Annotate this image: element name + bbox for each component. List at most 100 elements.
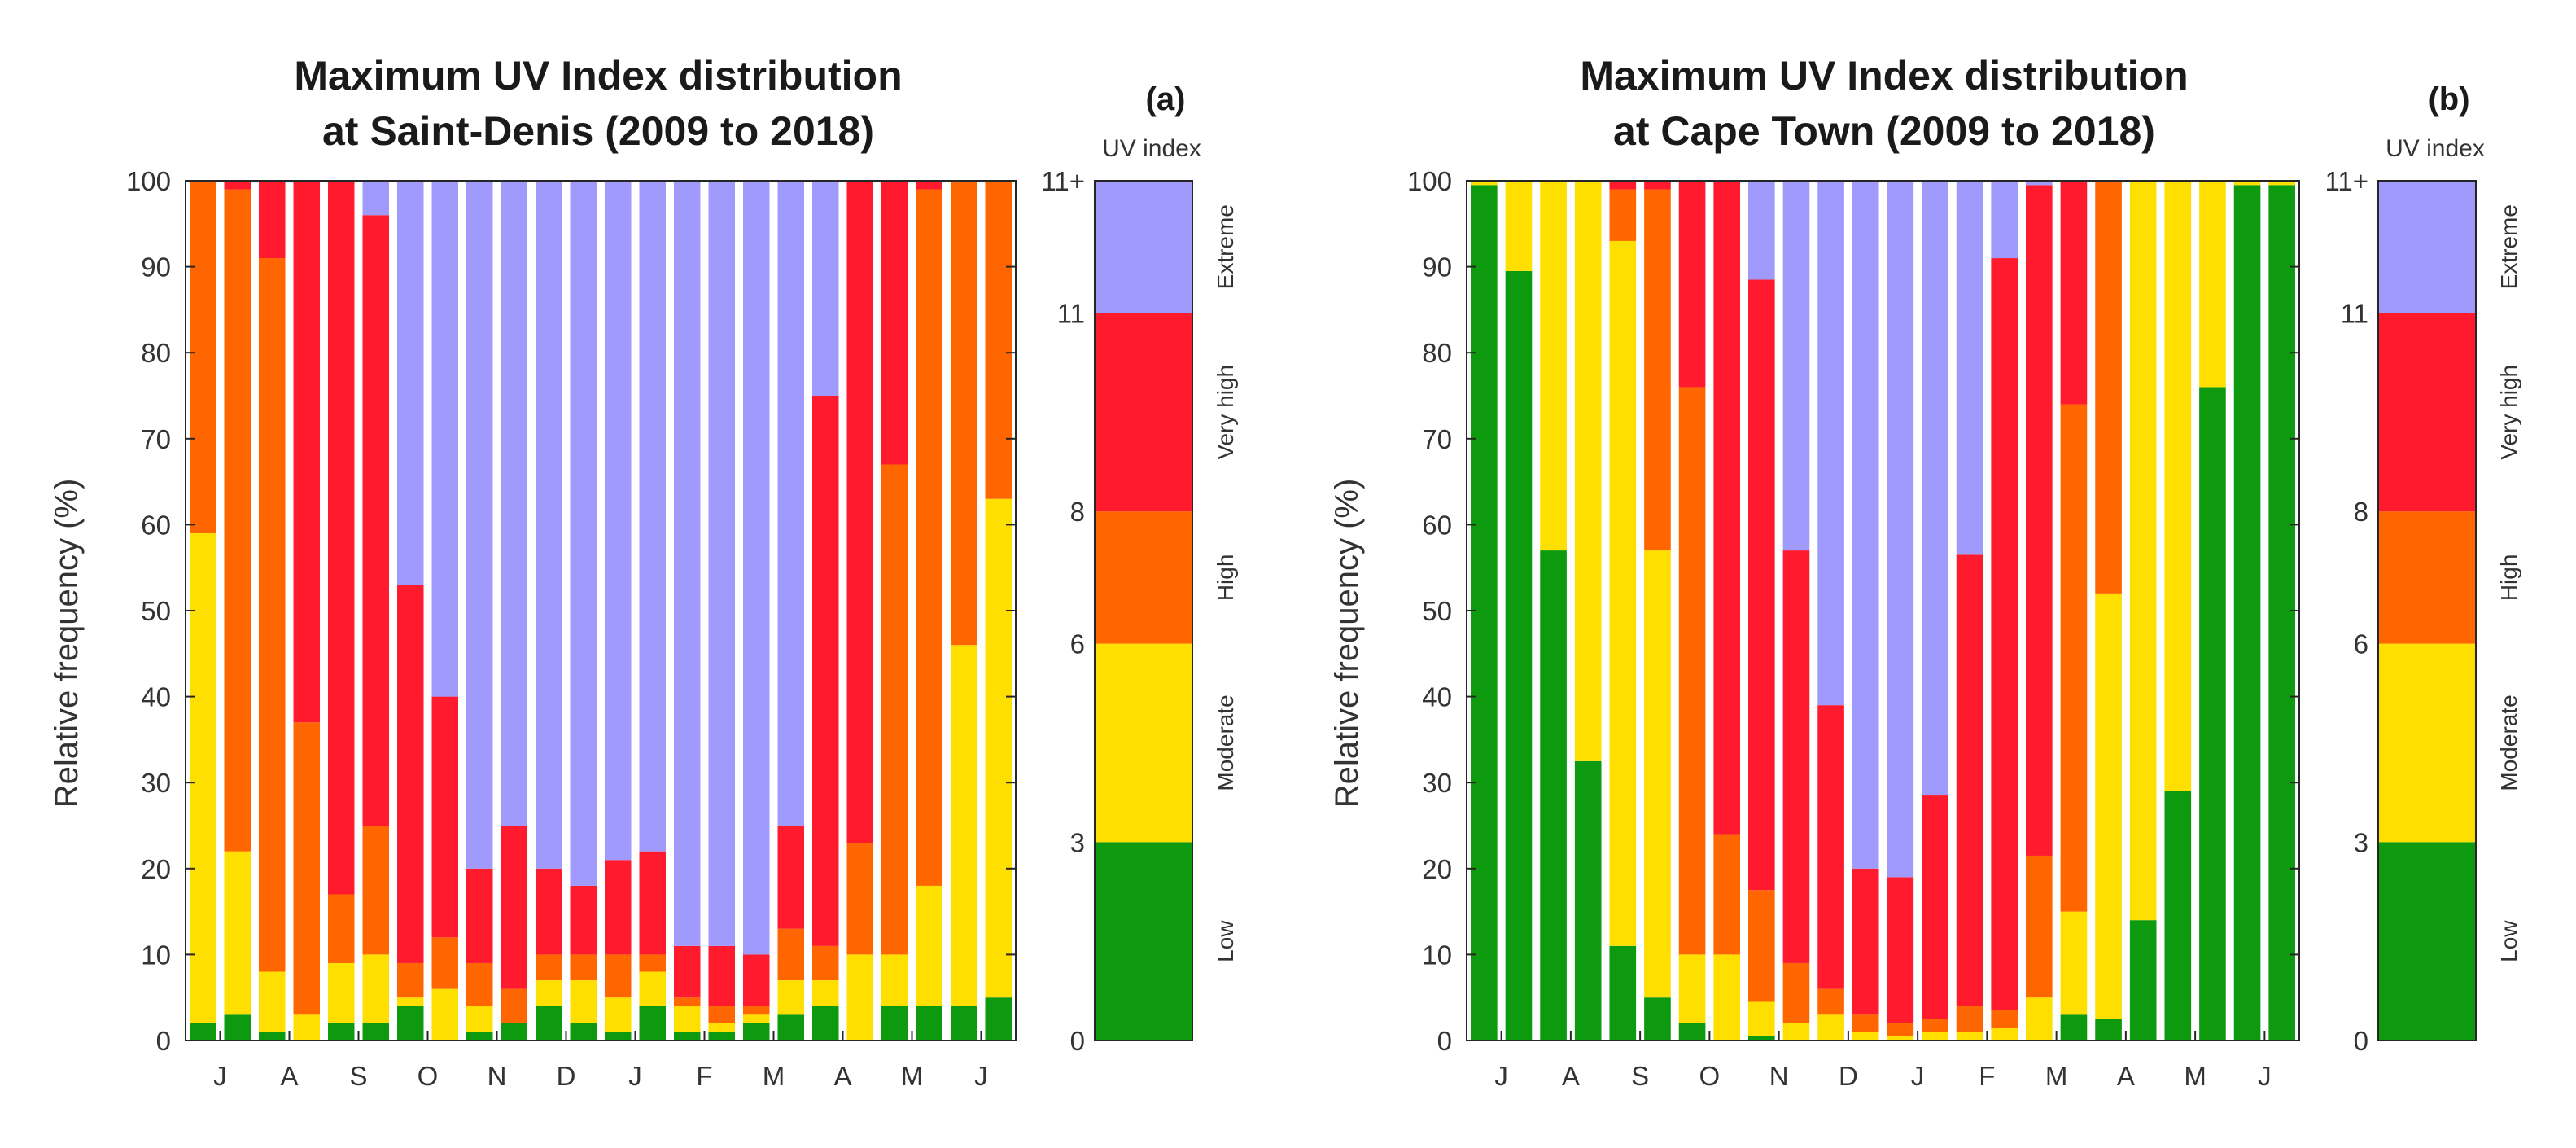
bar-segment-high bbox=[1678, 387, 1706, 955]
bar-segment-moderate bbox=[1782, 1023, 1810, 1041]
bar-segment-high bbox=[985, 181, 1012, 499]
bar-segment-moderate bbox=[1922, 1032, 1948, 1041]
bar-segment-low bbox=[362, 1023, 389, 1041]
bar-segment-extreme bbox=[536, 181, 562, 869]
bar-segment-low bbox=[881, 1006, 908, 1041]
bar-segment-moderate bbox=[2164, 181, 2192, 791]
bar-segment-high bbox=[1609, 189, 1637, 241]
bar-14 bbox=[1922, 181, 1948, 1041]
colorbar-tick-label: 8 bbox=[2354, 497, 2368, 527]
bar-segment-extreme bbox=[605, 181, 632, 861]
colorbar-tick-label: 3 bbox=[2354, 827, 2368, 857]
colorbar-tick-label: 11+ bbox=[2325, 166, 2368, 196]
bar-segment-high bbox=[293, 722, 320, 1015]
colorbar-tick-label: 0 bbox=[1070, 1026, 1085, 1056]
x-tick-label: J bbox=[1494, 1061, 1508, 1091]
x-tick-label: J bbox=[974, 1061, 988, 1091]
bar-segment-high bbox=[1852, 1014, 1879, 1032]
bar-segment-very-high bbox=[708, 945, 735, 1006]
bar-segment-extreme bbox=[1991, 181, 2018, 259]
bar-segment-moderate bbox=[708, 1023, 735, 1032]
bar-23 bbox=[951, 181, 977, 1041]
bar-9 bbox=[1748, 181, 1775, 1041]
bar-11 bbox=[536, 181, 562, 1041]
y-tick-label: 100 bbox=[1407, 166, 1452, 196]
bar-segment-high bbox=[1713, 834, 1741, 955]
bar-segment-very-high bbox=[501, 826, 527, 989]
colorbar-title: UV index bbox=[2386, 135, 2485, 162]
bar-segment-moderate bbox=[2060, 911, 2088, 1015]
bar-20 bbox=[2129, 181, 2157, 1041]
x-tick-label: M bbox=[901, 1061, 924, 1091]
x-tick-label: D bbox=[1839, 1061, 1858, 1091]
y-tick-label: 50 bbox=[1422, 596, 1452, 626]
bar-5 bbox=[328, 181, 355, 1041]
bar-17 bbox=[2026, 181, 2053, 1041]
bar-segment-low bbox=[397, 1006, 424, 1041]
bar-segment-extreme bbox=[1817, 181, 1844, 706]
bar-segment-low bbox=[1574, 760, 1602, 1041]
bar-segment-moderate bbox=[397, 997, 424, 1006]
bar-10 bbox=[1782, 181, 1810, 1041]
bar-segment-moderate bbox=[605, 997, 632, 1032]
y-tick-label: 50 bbox=[141, 596, 171, 626]
x-tick-label: O bbox=[418, 1061, 439, 1091]
panel-b-axes: 0 10 20 30 40 50 60 70 80 90 100 J A S O N D J F M A M J bbox=[1407, 166, 2300, 1091]
colorbar-category-label: Moderate bbox=[2496, 694, 2521, 791]
colorbar-category-label: Low bbox=[2496, 920, 2521, 962]
bar-segment-high bbox=[639, 954, 666, 972]
x-tick-label: J bbox=[628, 1061, 642, 1091]
y-tick-label: 80 bbox=[1422, 338, 1452, 368]
panel-a-colorbar: Low Moderate High Very high Extreme 0 3 6 8 11 11+… bbox=[1041, 135, 1238, 1056]
colorbar-tick-label: 3 bbox=[1070, 827, 1085, 857]
bar-segment-extreme bbox=[1887, 181, 1914, 878]
bar-segment-moderate bbox=[1540, 181, 1567, 551]
panel-a-label: (a) bbox=[1146, 81, 1186, 117]
panel-b-bars bbox=[1471, 181, 2296, 1041]
colorbar-category-label: High bbox=[1213, 554, 1238, 602]
bar-segment-low bbox=[1644, 997, 1671, 1041]
bar-segment-moderate bbox=[536, 980, 562, 1006]
bar-10 bbox=[501, 181, 527, 1041]
colorbar-title: UV index bbox=[1102, 135, 1201, 162]
bar-segment-high bbox=[1782, 962, 1810, 1023]
colorbar-tick-label: 0 bbox=[2354, 1026, 2368, 1056]
bar-segment-moderate bbox=[1678, 954, 1706, 1023]
bar-segment-high bbox=[605, 954, 632, 998]
panel-b-title-line2: at Cape Town (2009 to 2018) bbox=[1613, 108, 2155, 154]
x-tick-label: A bbox=[833, 1061, 851, 1091]
bar-segment-very-high bbox=[1991, 258, 2018, 1011]
bar-segment-moderate bbox=[743, 1014, 770, 1023]
bar-segment-moderate bbox=[639, 971, 666, 1006]
bar-4 bbox=[1574, 181, 1602, 1041]
y-tick-label: 60 bbox=[1422, 510, 1452, 540]
bar-segment-high bbox=[2060, 404, 2088, 912]
colorbar-segment-high bbox=[1095, 511, 1192, 644]
panel-a-axes: 0 10 20 30 40 50 60 70 80 90 100 J A S O N D J F M A M J bbox=[126, 166, 1017, 1091]
colorbar-tick-label: 6 bbox=[1070, 629, 1085, 659]
bar-segment-low bbox=[1505, 270, 1533, 1041]
bar-segment-very-high bbox=[293, 181, 320, 723]
bar-segment-moderate bbox=[1574, 181, 1602, 761]
bar-segment-high bbox=[1887, 1023, 1914, 1036]
bar-segment-extreme bbox=[674, 181, 701, 946]
bar-segment-moderate bbox=[1713, 954, 1741, 1041]
bar-segment-moderate bbox=[777, 980, 804, 1015]
x-tick-label: S bbox=[349, 1061, 367, 1091]
bar-3 bbox=[1540, 181, 1567, 1041]
x-tick-label: N bbox=[1769, 1061, 1789, 1091]
bar-segment-low bbox=[328, 1023, 355, 1041]
bar-segment-low bbox=[2199, 387, 2226, 1041]
bar-segment-very-high bbox=[2060, 181, 2088, 405]
x-tick-label: J bbox=[1911, 1061, 1925, 1091]
bar-segment-very-high bbox=[328, 181, 355, 895]
bar-segment-low bbox=[951, 1006, 977, 1041]
bar-segment-high bbox=[1922, 1019, 1948, 1032]
bar-segment-very-high bbox=[1956, 554, 1983, 1006]
bar-segment-moderate bbox=[916, 885, 942, 1006]
x-tick-label: N bbox=[488, 1061, 507, 1091]
y-tick-label: 0 bbox=[156, 1026, 171, 1056]
bar-segment-very-high bbox=[743, 954, 770, 1006]
bar-segment-moderate bbox=[1471, 181, 1498, 186]
